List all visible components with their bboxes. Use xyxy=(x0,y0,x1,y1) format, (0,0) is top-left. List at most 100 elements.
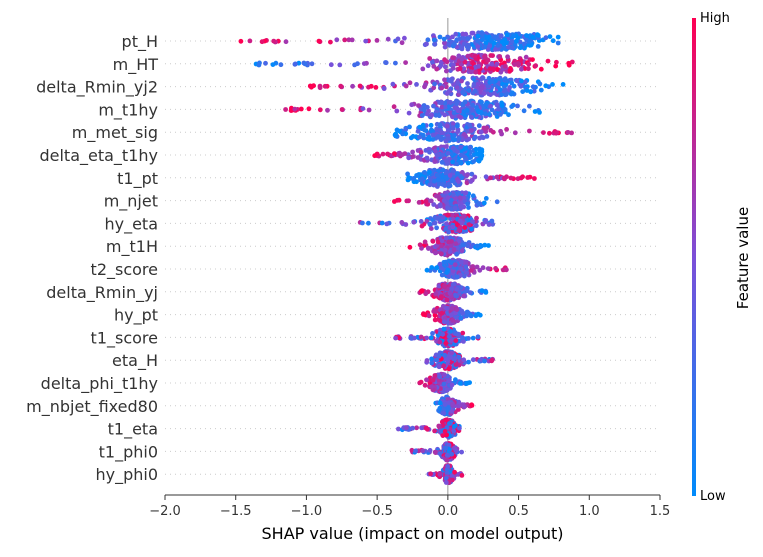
shap-point xyxy=(298,106,304,112)
shap-point xyxy=(470,193,476,199)
shap-point xyxy=(404,425,409,430)
shap-point xyxy=(553,63,559,69)
shap-point xyxy=(425,37,431,43)
shap-point xyxy=(480,37,486,42)
shap-point xyxy=(485,57,491,63)
shap-point xyxy=(444,452,450,458)
shap-point xyxy=(446,127,451,133)
shap-point xyxy=(450,65,456,71)
shap-point xyxy=(462,59,468,65)
shap-point xyxy=(408,135,414,141)
shap-point xyxy=(453,315,459,320)
shap-point xyxy=(436,423,442,429)
shap-point xyxy=(444,68,449,74)
shap-point xyxy=(440,130,445,136)
shap-point xyxy=(433,308,438,314)
shap-point xyxy=(447,290,453,296)
shap-point xyxy=(530,34,536,40)
shap-point xyxy=(407,244,413,250)
shap-point xyxy=(446,239,451,245)
shap-point xyxy=(432,312,438,318)
shap-point xyxy=(502,87,508,93)
shap-point xyxy=(467,145,473,150)
shap-point xyxy=(455,171,460,176)
shap-point xyxy=(499,103,505,108)
shap-point xyxy=(428,198,434,204)
shap-point xyxy=(555,40,561,46)
feature-label: hy_eta xyxy=(104,214,158,234)
shap-point xyxy=(441,372,447,378)
shap-point xyxy=(443,235,449,241)
shap-point xyxy=(461,357,467,363)
shap-point xyxy=(440,167,446,173)
shap-point xyxy=(543,83,549,89)
shap-point xyxy=(528,89,534,95)
shap-point xyxy=(459,248,465,254)
shap-point xyxy=(463,156,469,162)
shap-point xyxy=(455,129,461,134)
shap-point xyxy=(283,39,289,45)
shap-point xyxy=(524,88,530,93)
shap-point xyxy=(257,60,262,66)
shap-point xyxy=(437,327,443,333)
shap-point xyxy=(357,83,363,89)
shap-point xyxy=(470,357,476,363)
shap-point xyxy=(479,99,484,105)
x-axis-title: SHAP value (impact on model output) xyxy=(262,524,564,543)
shap-point xyxy=(480,135,486,141)
shap-point xyxy=(489,218,495,224)
shap-point xyxy=(456,136,462,141)
shap-point xyxy=(550,38,556,44)
feature-label: delta_Rmin_yj2 xyxy=(36,78,158,98)
shap-point xyxy=(485,83,491,89)
shap-point xyxy=(451,192,456,198)
shap-point xyxy=(430,128,435,134)
shap-point xyxy=(460,402,465,408)
shap-point xyxy=(452,205,458,211)
shap-point xyxy=(512,62,517,67)
shap-point xyxy=(432,41,438,47)
shap-point xyxy=(525,175,531,180)
shap-point xyxy=(442,77,447,83)
shap-point xyxy=(508,91,514,97)
shap-point xyxy=(415,128,421,134)
shap-point xyxy=(521,41,527,47)
shap-point xyxy=(440,181,445,187)
shap-point xyxy=(442,352,448,358)
shap-point xyxy=(385,36,391,42)
shap-point xyxy=(433,193,439,199)
shap-point xyxy=(427,169,432,175)
shap-point xyxy=(463,264,469,270)
shap-point xyxy=(518,83,524,89)
shap-point xyxy=(482,44,488,50)
shap-point xyxy=(434,225,439,231)
shap-point xyxy=(427,149,432,155)
shap-point xyxy=(482,358,487,364)
shap-point xyxy=(459,78,464,84)
shap-point xyxy=(452,424,457,429)
shap-point xyxy=(476,64,481,69)
shap-point xyxy=(472,134,478,140)
shap-point xyxy=(424,155,430,161)
shap-point xyxy=(433,250,438,256)
shap-point xyxy=(429,360,435,366)
shap-point xyxy=(406,155,412,161)
shap-point xyxy=(486,243,491,248)
shap-point xyxy=(487,43,493,49)
shap-point xyxy=(462,225,468,230)
shap-point xyxy=(483,290,489,295)
shap-point xyxy=(399,220,405,225)
shap-point xyxy=(238,38,244,44)
shap-point xyxy=(475,334,481,340)
shap-point xyxy=(443,226,449,232)
shap-point xyxy=(492,34,498,40)
shap-point xyxy=(429,265,435,270)
shap-point xyxy=(425,111,430,117)
shap-point xyxy=(444,144,449,149)
shap-point xyxy=(372,153,378,159)
shap-point xyxy=(334,37,340,43)
shap-point xyxy=(470,219,475,225)
shap-point xyxy=(328,62,334,68)
shap-point xyxy=(427,448,433,453)
shap-point xyxy=(437,34,443,40)
